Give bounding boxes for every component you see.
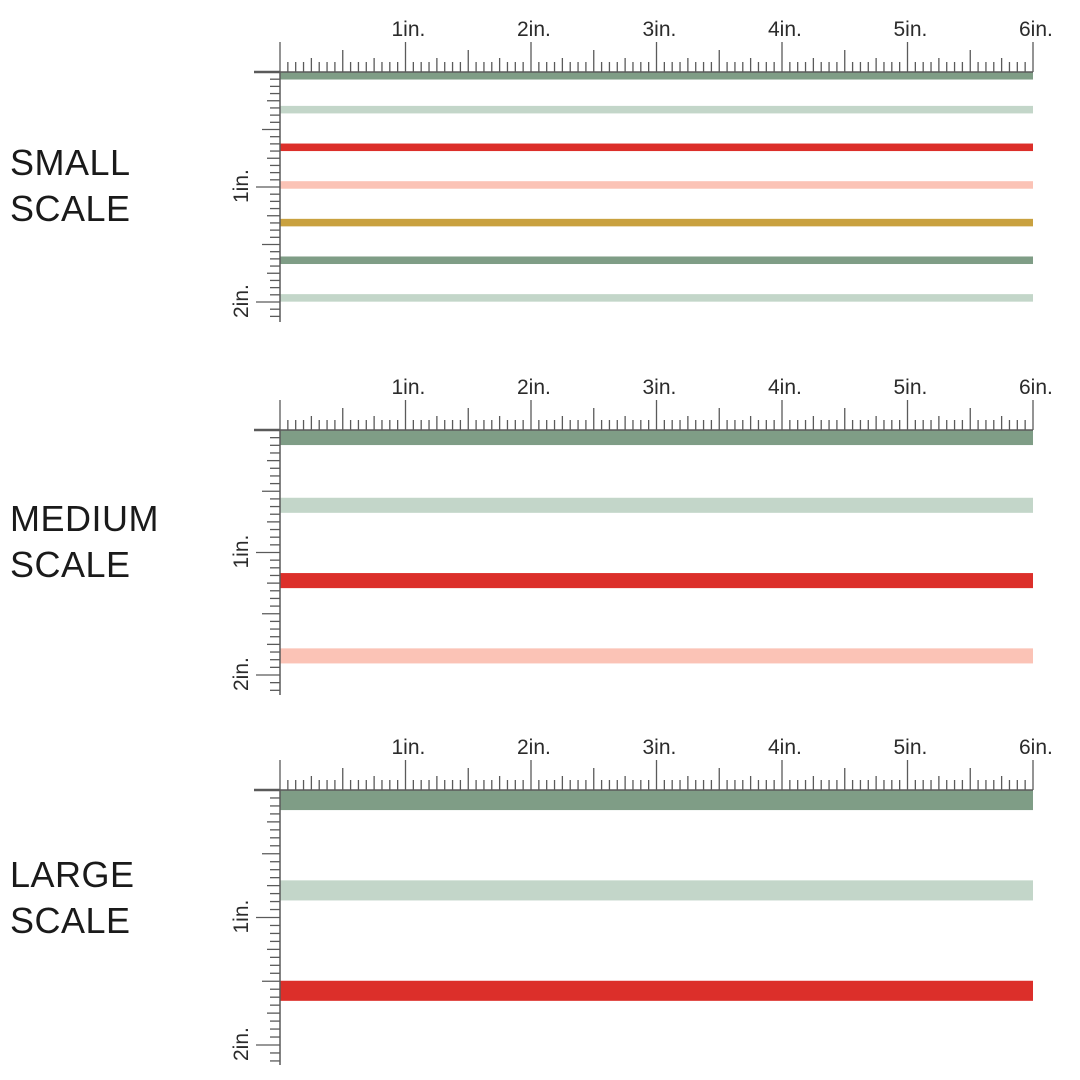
stripe-light-sage xyxy=(280,497,1033,513)
stripe-blush xyxy=(280,648,1033,664)
stripe-sage xyxy=(280,256,1033,265)
stripe-sage xyxy=(280,72,1033,80)
ruler-h-label: 4in. xyxy=(768,18,802,41)
stripe-light-sage xyxy=(280,105,1033,114)
stripe-light-sage xyxy=(280,880,1033,901)
stripe-mustard xyxy=(280,218,1033,227)
ruler-h-label: 3in. xyxy=(643,18,677,41)
panel-small-scale: SMALL SCALE 1in. 2in. 3in. 4in. 5in. 6in. 1in.… xyxy=(0,0,1080,360)
scale-label-line-1: SMALL xyxy=(10,142,131,183)
ruler-v-label: 2in. xyxy=(230,1027,253,1061)
scale-label: MEDIUM SCALE xyxy=(10,496,159,588)
ruler-v-label: 2in. xyxy=(230,284,253,318)
stripe-sage xyxy=(280,430,1033,446)
stripe-red xyxy=(280,143,1033,152)
ruler-h-label: 3in. xyxy=(643,376,677,399)
ruler-v-label: 1in. xyxy=(230,900,253,934)
ruler-h-label: 2in. xyxy=(517,736,551,759)
panel-medium-scale: MEDIUM SCALE 1in. 2in. 3in. 4in. 5in. 6in. 1in… xyxy=(0,360,1080,720)
ruler-h-label: 1in. xyxy=(392,736,426,759)
scale-label: LARGE SCALE xyxy=(10,852,135,944)
ruler-v-label: 1in. xyxy=(230,535,253,569)
ruler-h-label: 6in. xyxy=(1019,18,1053,41)
scale-label: SMALL SCALE xyxy=(10,140,131,232)
ruler-h-label: 3in. xyxy=(643,736,677,759)
ruler-h-label: 5in. xyxy=(894,736,928,759)
ruler-h-label: 1in. xyxy=(392,376,426,399)
stripe-blush xyxy=(280,181,1033,189)
scale-label-line-2: SCALE xyxy=(10,900,131,941)
stripe-red xyxy=(280,980,1033,1001)
ruler-h-label: 4in. xyxy=(768,376,802,399)
ruler-h-label: 2in. xyxy=(517,18,551,41)
ruler-small: 1in. 2in. 3in. 4in. 5in. 6in. 1in. 2in. xyxy=(230,18,1053,322)
stripe-red xyxy=(280,573,1033,589)
scale-label-line-1: MEDIUM xyxy=(10,498,159,539)
ruler-h-label: 6in. xyxy=(1019,376,1053,399)
ruler-h-label: 2in. xyxy=(517,376,551,399)
stripe-sage xyxy=(280,790,1033,811)
ruler-medium: 1in. 2in. 3in. 4in. 5in. 6in. 1in. 2in. xyxy=(230,376,1053,695)
ruler-large: 1in. 2in. 3in. 4in. 5in. 6in. 1in. 2in. xyxy=(230,736,1053,1065)
ruler-h-label: 4in. xyxy=(768,736,802,759)
scale-label-line-1: LARGE xyxy=(10,854,135,895)
panel-large-scale: LARGE SCALE 1in. 2in. 3in. 4in. 5in. 6in. 1in.… xyxy=(0,720,1080,1080)
scale-label-line-2: SCALE xyxy=(10,544,131,585)
ruler-h-label: 5in. xyxy=(894,18,928,41)
ruler-v-label: 1in. xyxy=(230,169,253,203)
stripe-light-sage xyxy=(280,294,1033,302)
ruler-v-label: 2in. xyxy=(230,657,253,691)
ruler-h-label: 5in. xyxy=(894,376,928,399)
scale-label-line-2: SCALE xyxy=(10,188,131,229)
ruler-h-label: 1in. xyxy=(392,18,426,41)
ruler-h-label: 6in. xyxy=(1019,736,1053,759)
